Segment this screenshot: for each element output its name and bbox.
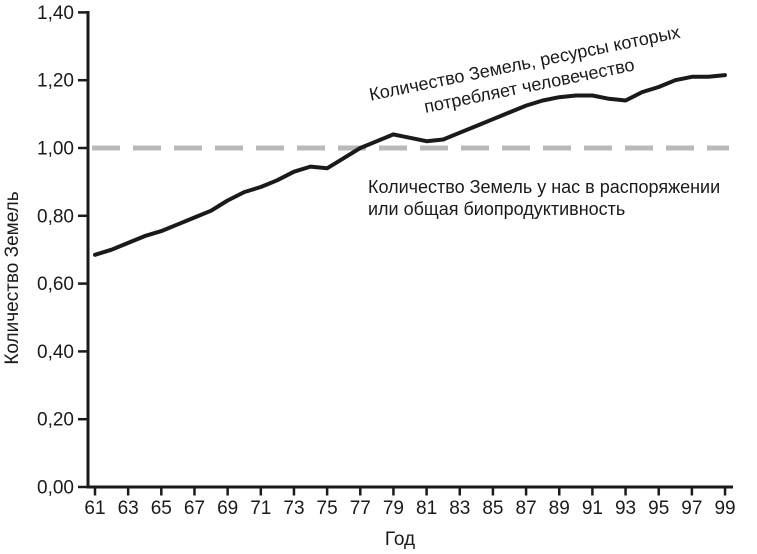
- annotation-capacity-line1: Количество Земель у нас в распоряжении: [368, 177, 721, 197]
- x-tick-label: 99: [714, 498, 735, 519]
- axes: [86, 11, 733, 489]
- y-tick-label: 0,00: [37, 478, 74, 499]
- y-tick-label: 0,20: [37, 410, 74, 431]
- y-axis-title: Количество Земель: [2, 191, 23, 365]
- x-tick-label: 91: [582, 498, 603, 519]
- x-tick-label: 81: [416, 498, 437, 519]
- x-tick-label: 77: [350, 498, 371, 519]
- y-tick-label: 0,40: [37, 342, 74, 363]
- y-tick-label: 1,20: [37, 71, 74, 92]
- x-tick-label: 83: [449, 498, 470, 519]
- x-tick-label: 97: [681, 498, 702, 519]
- x-tick-label: 71: [250, 498, 271, 519]
- x-tick-label: 93: [615, 498, 636, 519]
- x-tick-label: 73: [283, 498, 304, 519]
- y-tick-label: 1,00: [37, 139, 74, 160]
- x-axis-title: Год: [384, 529, 416, 550]
- x-tick-label: 63: [118, 498, 139, 519]
- x-tick-label: 79: [383, 498, 404, 519]
- y-tick-label: 1,40: [37, 3, 74, 24]
- annotation-capacity-line2: или общая биопродуктивность: [368, 199, 626, 219]
- x-tick-label: 69: [217, 498, 238, 519]
- x-tick-label: 95: [648, 498, 669, 519]
- consumption-curve: [93, 73, 727, 257]
- y-tick-label: 0,80: [37, 206, 74, 227]
- x-tick-label: 61: [84, 498, 105, 519]
- y-tick-label: 0,60: [37, 274, 74, 295]
- annotation-capacity-label: Количество Земель у нас в распоряжении и…: [368, 176, 720, 220]
- x-tick-label: 67: [184, 498, 205, 519]
- x-tick-label: 85: [482, 498, 503, 519]
- x-tick-label: 75: [317, 498, 338, 519]
- x-tick-label: 65: [151, 498, 172, 519]
- x-tick-label: 89: [549, 498, 570, 519]
- x-tick-label: 87: [516, 498, 537, 519]
